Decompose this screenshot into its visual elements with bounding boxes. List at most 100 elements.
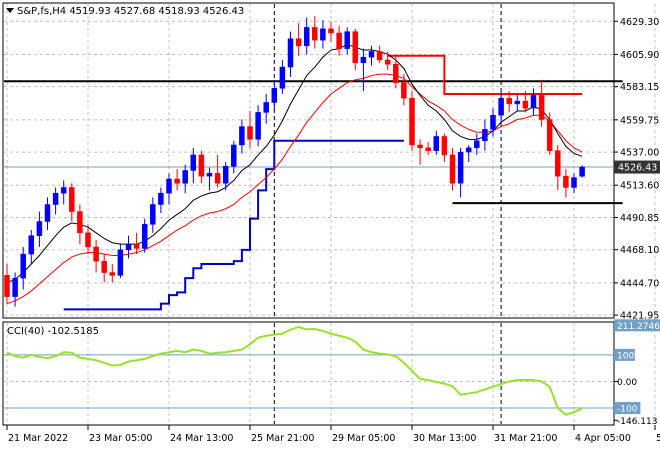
bull-candle <box>125 243 132 251</box>
bear-candle <box>4 275 10 297</box>
indicator-label: CCI(40) -102.5185 <box>7 326 99 337</box>
price-axis[interactable]: 4629.30 4605.90 4583.15 4559.75 4537.00 4513.… <box>614 17 660 322</box>
horizontal-levels <box>4 80 623 205</box>
price-tick-label: 4629.30 <box>620 17 659 28</box>
bear-candle <box>295 38 302 47</box>
price-panel-frame <box>2 2 615 319</box>
bear-candle <box>77 211 83 234</box>
current-price-label: 4526.43 <box>618 163 657 174</box>
bull-candle <box>12 277 18 297</box>
price-tick-label: 4605.90 <box>620 50 659 61</box>
indicator-panel-frame <box>2 321 615 426</box>
bear-candle <box>393 63 399 83</box>
bull-candle <box>141 224 148 249</box>
cci-panel <box>4 325 613 416</box>
bull-candle <box>271 88 278 103</box>
bear-candle <box>328 28 334 34</box>
cci-tick-label: 0.00 <box>617 378 637 388</box>
cci-tick-label: 100 <box>617 351 634 361</box>
bull-candle <box>287 38 294 68</box>
bull-candle <box>60 187 67 194</box>
bear-candle <box>336 32 342 49</box>
bull-candle <box>239 126 245 146</box>
cci-tick-label: -100 <box>617 405 638 415</box>
bull-candle <box>490 114 496 130</box>
bull-candle <box>222 165 229 184</box>
bear-candle <box>563 175 569 188</box>
bear-candle <box>352 31 359 64</box>
trailing-stop-line <box>63 139 404 311</box>
bull-candle <box>182 170 188 184</box>
bull-candle <box>190 154 197 171</box>
price-tick-label: 4513.60 <box>620 181 659 192</box>
bear-candle <box>384 59 391 65</box>
time-tick-label: 29 Mar 05:00 <box>332 433 395 444</box>
bull-candle <box>206 173 213 177</box>
bull-candle <box>514 100 521 105</box>
grid <box>4 4 656 424</box>
bear-candle <box>247 126 253 140</box>
price-tick-label: 4468.10 <box>620 245 659 256</box>
bear-candle <box>93 246 99 262</box>
time-tick-label: 4 Apr 05:00 <box>575 433 631 444</box>
bull-candle <box>498 97 504 116</box>
cci-axis[interactable]: 211.2746 100 0.00 -100 -146.113 <box>614 319 660 427</box>
bear-candle <box>109 272 116 276</box>
bear-candle <box>417 144 423 149</box>
bull-candle <box>231 144 237 167</box>
bear-candle <box>401 82 407 99</box>
symbol-dropdown-icon[interactable] <box>6 8 14 13</box>
bear-candle <box>409 97 415 146</box>
bull-candle <box>158 192 164 205</box>
cci-line <box>6 325 583 416</box>
bear-candle <box>69 187 75 212</box>
bull-candle <box>579 166 585 177</box>
bear-candle <box>425 147 431 151</box>
current-price-badge <box>614 160 660 174</box>
resistance-step-line <box>387 54 583 95</box>
time-axis[interactable]: 21 Mar 2022 23 Mar 05:00 24 Mar 13:00 25 Ma… <box>6 425 660 444</box>
price-tick-label: 4559.75 <box>620 115 659 126</box>
bull-candle <box>571 177 577 188</box>
bear-candle <box>133 243 140 249</box>
time-tick-label: 21 Mar 2022 <box>8 433 68 444</box>
bear-candle <box>546 119 553 151</box>
bear-candle <box>506 97 512 105</box>
bull-candle <box>482 129 488 141</box>
price-tick-label: 4421.95 <box>620 311 659 322</box>
bull-candle <box>457 151 464 184</box>
bull-candle <box>303 27 310 47</box>
bull-candle <box>117 249 124 276</box>
bull-candle <box>44 204 51 222</box>
bear-candle <box>449 154 456 184</box>
time-tick-label: 23 Mar 05:00 <box>89 433 152 444</box>
price-tick-label: 4490.85 <box>620 213 659 224</box>
bear-candle <box>441 136 448 156</box>
price-tick-label: 4537.00 <box>620 148 659 159</box>
bull-candle <box>465 147 472 153</box>
bull-candle <box>36 221 43 236</box>
time-tick-label: 5 Apr 13:00 <box>656 433 660 444</box>
bull-candle <box>166 178 172 194</box>
time-tick-label: 31 Mar 21:00 <box>494 433 557 444</box>
bear-candle <box>538 95 545 120</box>
bear-candle <box>214 173 221 184</box>
bear-candle <box>312 27 318 41</box>
bull-candle <box>360 56 367 64</box>
bull-candle <box>368 51 375 58</box>
cci-level-badge <box>614 402 641 415</box>
time-tick-label: 30 Mar 13:00 <box>413 433 476 444</box>
symbol-header: S&P,fs,H4 4519.93 4527.68 4518.93 4526.4… <box>17 6 244 17</box>
bull-candle <box>255 112 261 140</box>
bull-candle <box>150 204 156 225</box>
cci-level-badge <box>614 319 660 332</box>
time-tick-label: 25 Mar 21:00 <box>251 433 314 444</box>
bull-candle <box>263 102 269 113</box>
price-tick-label: 4583.15 <box>620 82 659 93</box>
bull-candle <box>20 253 26 279</box>
cci-tick-label: 211.2746 <box>617 322 660 332</box>
bear-candle <box>174 178 180 184</box>
